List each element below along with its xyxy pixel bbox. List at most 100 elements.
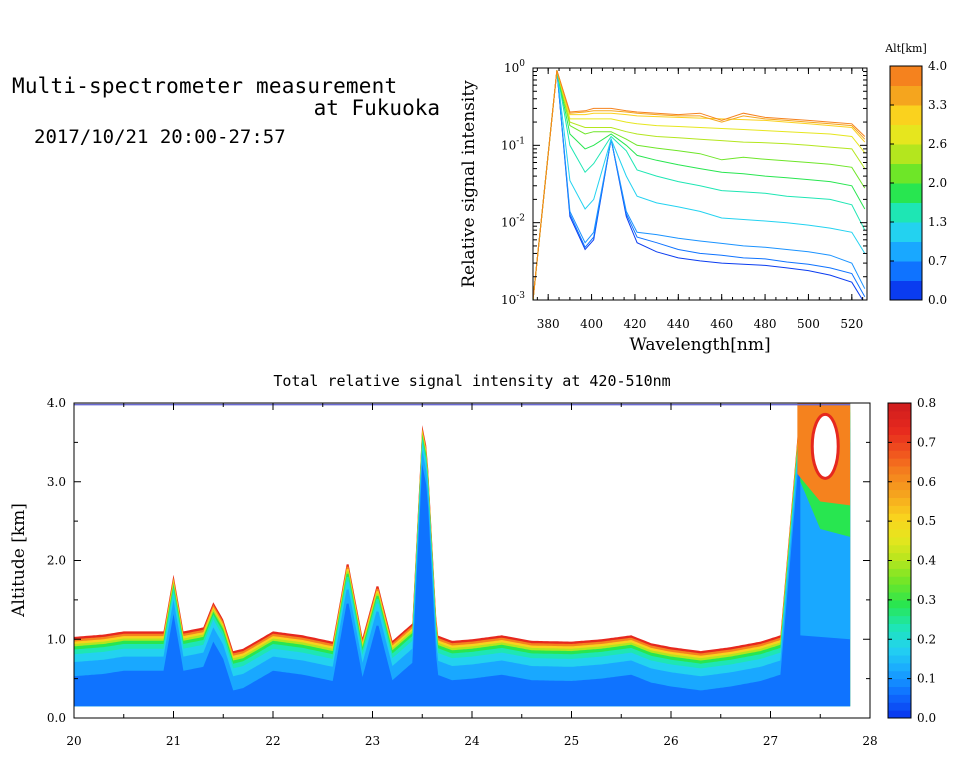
intensity-heatmap bbox=[74, 403, 851, 707]
intensity-colorbar-band bbox=[888, 607, 911, 617]
intensity-colorbar-band bbox=[888, 623, 911, 632]
intensity-colorbar-band bbox=[888, 466, 911, 475]
intensity-contour-layer bbox=[74, 442, 851, 707]
heatmap-x-tick-label: 23 bbox=[365, 734, 380, 748]
altitude-colorbar: 4.0 3.3 2.6 2.0 1.3 0.7 0.0 bbox=[889, 59, 947, 307]
spectrum-x-tick-label: 380 bbox=[537, 317, 560, 331]
altitude-colorbar-label: 4.0 bbox=[928, 59, 947, 73]
intensity-colorbar-band bbox=[888, 552, 911, 561]
heatmap-x-tick-label: 20 bbox=[66, 734, 81, 748]
intensity-colorbar-band bbox=[888, 403, 911, 412]
page-title-line1: Multi-spectrometer measurement bbox=[12, 74, 398, 98]
altitude-colorbar-band bbox=[890, 202, 922, 223]
spectrum-xlabel: Wavelength[nm] bbox=[629, 335, 770, 355]
spectrum-series-line bbox=[533, 70, 866, 300]
intensity-colorbar-band bbox=[888, 568, 911, 577]
heatmap-x-tick-label: 25 bbox=[564, 734, 579, 748]
page-title-line2: at Fukuoka bbox=[313, 96, 440, 120]
heatmap-y-tick-label: 4.0 bbox=[47, 396, 66, 410]
heatmap-x-tick-label: 27 bbox=[763, 734, 778, 748]
intensity-colorbar-label: 0.4 bbox=[917, 554, 936, 568]
heatmap-y-tick-label: 3.0 bbox=[47, 475, 66, 489]
intensity-colorbar-band bbox=[888, 647, 911, 656]
intensity-colorbar-band bbox=[888, 662, 911, 672]
spectrum-series-line bbox=[533, 70, 866, 300]
intensity-colorbar-label: 0.2 bbox=[917, 632, 936, 646]
intensity-colorbar-label: 0.7 bbox=[917, 435, 936, 449]
intensity-colorbar-band bbox=[888, 529, 911, 538]
intensity-colorbar-band bbox=[888, 521, 911, 530]
intensity-colorbar-label: 0.5 bbox=[917, 514, 936, 528]
spectrum-series-line bbox=[533, 70, 866, 300]
altitude-colorbar-band bbox=[890, 163, 922, 184]
altitude-colorbar-band bbox=[890, 66, 922, 86]
intensity-colorbar-band bbox=[888, 710, 911, 719]
altitude-colorbar-band bbox=[890, 183, 922, 203]
spectrum-series-line bbox=[533, 70, 866, 300]
intensity-colorbar-band bbox=[888, 615, 911, 624]
spectrum-x-tick-label: 480 bbox=[754, 317, 777, 331]
spectrum-series-line bbox=[533, 70, 866, 300]
intensity-colorbar-band bbox=[888, 694, 911, 703]
intensity-colorbar: 0.8 0.7 0.6 0.5 0.4 0.3 0.2 0.1 0.0 bbox=[887, 396, 936, 725]
spectrum-x-tick-label: 500 bbox=[797, 317, 820, 331]
spectrum-series-line bbox=[533, 70, 866, 300]
altitude-colorbar-title: Alt[km] bbox=[884, 42, 927, 55]
intensity-colorbar-band bbox=[888, 584, 911, 593]
spectrum-y-tick-label: 10-2 bbox=[501, 214, 525, 230]
altitude-colorbar-label: 0.7 bbox=[928, 254, 947, 268]
altitude-colorbar-label: 1.3 bbox=[928, 215, 947, 229]
spectrum-x-tick-label: 400 bbox=[580, 317, 603, 331]
intensity-colorbar-band bbox=[888, 576, 911, 585]
heatmap-x-tick-label: 26 bbox=[663, 734, 678, 748]
intensity-colorbar-band bbox=[888, 418, 911, 428]
spectrum-series-line bbox=[533, 70, 864, 300]
heatmap-x-tick-label: 21 bbox=[166, 734, 181, 748]
intensity-colorbar-label: 0.1 bbox=[917, 672, 936, 686]
spectrum-y-tick-label: 10-1 bbox=[501, 136, 525, 152]
intensity-colorbar-band bbox=[888, 426, 911, 435]
intensity-colorbar-band bbox=[888, 489, 911, 498]
altitude-colorbar-label: 2.6 bbox=[928, 137, 947, 151]
intensity-colorbar-band bbox=[888, 450, 911, 459]
intensity-colorbar-label: 0.8 bbox=[917, 396, 936, 410]
intensity-colorbar-band bbox=[888, 505, 911, 514]
altitude-colorbar-band bbox=[890, 144, 922, 164]
intensity-colorbar-band bbox=[888, 434, 911, 443]
intensity-colorbar-band bbox=[888, 639, 911, 648]
spectrum-ylabel: Relative signal intensity bbox=[459, 80, 479, 288]
heatmap-x-tick-label: 28 bbox=[862, 734, 877, 748]
spectrum-y-tick-label: 100 bbox=[504, 59, 525, 75]
heatmap-y-tick-label: 2.0 bbox=[47, 554, 66, 568]
intensity-colorbar-band bbox=[888, 481, 911, 491]
altitude-colorbar-band bbox=[890, 241, 922, 262]
spectrum-series-line bbox=[533, 70, 866, 300]
intensity-colorbar-band bbox=[888, 592, 911, 601]
intensity-colorbar-band bbox=[888, 536, 911, 546]
spectrum-x-tick-label: 460 bbox=[710, 317, 733, 331]
spectrum-axes: 380 400 420 440 460 480 500 520 100 10-1 10-2 10-3 bbox=[501, 59, 867, 331]
altitude-colorbar-band bbox=[890, 85, 922, 106]
intensity-colorbar-band bbox=[888, 631, 911, 640]
spectrum-series-line bbox=[533, 70, 866, 300]
altitude-colorbar-band bbox=[890, 222, 922, 242]
spectrum-y-tick-label: 10-3 bbox=[501, 291, 525, 307]
intensity-colorbar-band bbox=[888, 497, 911, 506]
intensity-colorbar-band bbox=[888, 655, 911, 664]
altitude-colorbar-band bbox=[890, 261, 922, 281]
intensity-colorbar-label: 0.6 bbox=[917, 475, 936, 489]
spectrum-series-line bbox=[533, 70, 866, 300]
altitude-colorbar-label: 0.0 bbox=[928, 293, 947, 307]
spectrum-x-tick-label: 520 bbox=[840, 317, 863, 331]
altitude-colorbar-band bbox=[890, 280, 922, 301]
intensity-colorbar-band bbox=[888, 670, 911, 680]
heatmap-x-tick-label: 24 bbox=[464, 734, 480, 748]
date-range-label: 2017/10/21 20:00-27:57 bbox=[34, 126, 286, 148]
spectrum-x-tick-label: 440 bbox=[667, 317, 690, 331]
spectrum-series-line bbox=[533, 70, 866, 300]
heatmap-x-tick-label: 22 bbox=[265, 734, 280, 748]
intensity-colorbar-band bbox=[888, 702, 911, 711]
heatmap-ylabel: Altitude [km] bbox=[9, 503, 29, 618]
intensity-colorbar-band bbox=[888, 686, 911, 695]
